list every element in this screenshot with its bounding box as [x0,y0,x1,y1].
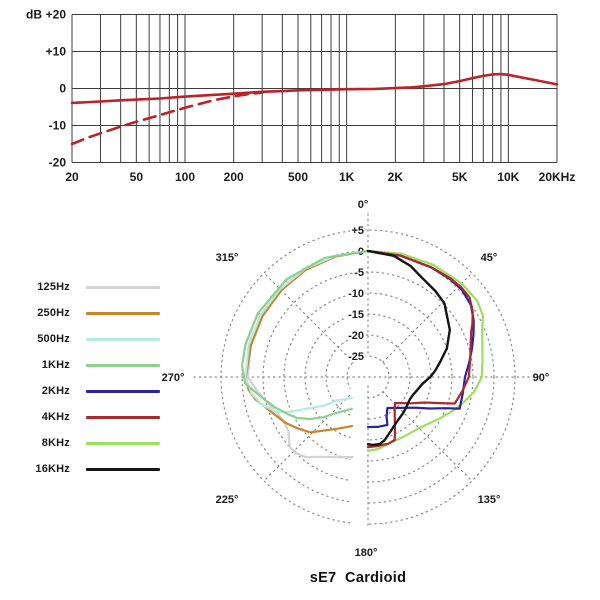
polar-ring [325,334,411,420]
fr-x-tick-label: 5K [452,170,468,184]
fr-curve-dashed [70,91,264,146]
legend-swatch [86,415,160,419]
legend-item-2khz: 2KHz [18,378,160,404]
polar-ring-label: -25 [348,351,364,363]
legend-label: 4KHz [41,411,70,423]
legend-label: 1KHz [41,359,70,371]
legend-item-4khz: 4KHz [18,404,160,430]
fr-curve-solid [70,72,559,105]
legend-label: 16KHz [35,463,70,475]
polar-curve-4khz [366,249,474,449]
polar-ring-label: -20 [348,330,364,342]
legend-label: 500Hz [37,333,70,345]
polar-spoke [263,272,354,363]
fr-y-tick-label: +20 [46,8,67,22]
legend-item-1khz: 1KHz [18,352,160,378]
fr-x-tick-label: 500 [288,170,308,184]
legend-swatch [86,389,160,393]
polar-curve-1khz [241,249,370,421]
polar-spoke [382,272,473,363]
fr-x-tick-label: 1K [339,170,355,184]
legend-swatch [86,285,160,289]
fr-x-tick-label: 200 [224,170,244,184]
polar-angle-label: 90° [533,372,550,384]
polar-legend: 125Hz 250Hz 500Hz 1KHz 2KHz 4KHz 8KHz 16KHz [18,274,160,482]
polar-angle-label: 270° [162,372,185,384]
polar-spoke [382,391,473,482]
legend-label: 250Hz [37,307,70,319]
fr-y-tick-label: -10 [49,119,67,133]
fr-y-tick-label: -20 [49,156,67,170]
polar-gap-mask [350,383,367,528]
polar-angle-label: 0° [358,199,369,211]
polar-spoke [263,391,354,482]
chart-title: sE7 Cardioid [309,570,407,586]
polar-curve-16khz [366,249,451,447]
polar-ring-label: -10 [348,288,364,300]
legend-item-125hz: 125Hz [18,274,160,300]
legend-label: 8KHz [41,437,70,449]
polar-angle-label: 225° [216,494,239,506]
legend-item-8khz: 8KHz [18,430,160,456]
legend-swatch [86,363,160,367]
polar-ring [283,292,453,462]
fr-x-tick-label: 50 [130,170,144,184]
fr-y-tick-label: +10 [46,45,67,59]
fr-y-axis-unit: dB [26,8,42,22]
fr-x-tick-label: 20 [65,170,79,184]
polar-curve-8khz [366,249,485,452]
polar-ring-label: -15 [348,309,364,321]
polar-angle-label: 180° [355,547,378,559]
polar-ring-label: +5 [351,225,364,237]
polar-pattern-chart: +50-5-10-15-20-250°45°90°135°180°225°270… [162,199,550,559]
legend-item-16khz: 16KHz [18,456,160,482]
polar-angle-label: 135° [478,494,501,506]
legend-label: 125Hz [37,281,70,293]
fr-x-tick-label: 100 [175,170,195,184]
fr-x-tick-label: 20KHz [539,170,576,184]
polar-curve-500hz [244,249,370,414]
fr-y-tick-label: 0 [59,82,66,96]
polar-angle-label: 315° [216,252,239,264]
legend-item-250hz: 250Hz [18,300,160,326]
legend-swatch [86,337,160,341]
legend-swatch [86,441,160,445]
polar-ring-label: -5 [354,267,364,279]
legend-swatch [86,311,160,315]
fr-x-tick-label: 10K [497,170,519,184]
legend-swatch [86,467,160,471]
legend-label: 2KHz [41,385,70,397]
polar-angle-label: 45° [481,252,498,264]
fr-x-tick-label: 2K [388,170,404,184]
legend-item-500hz: 500Hz [18,326,160,352]
